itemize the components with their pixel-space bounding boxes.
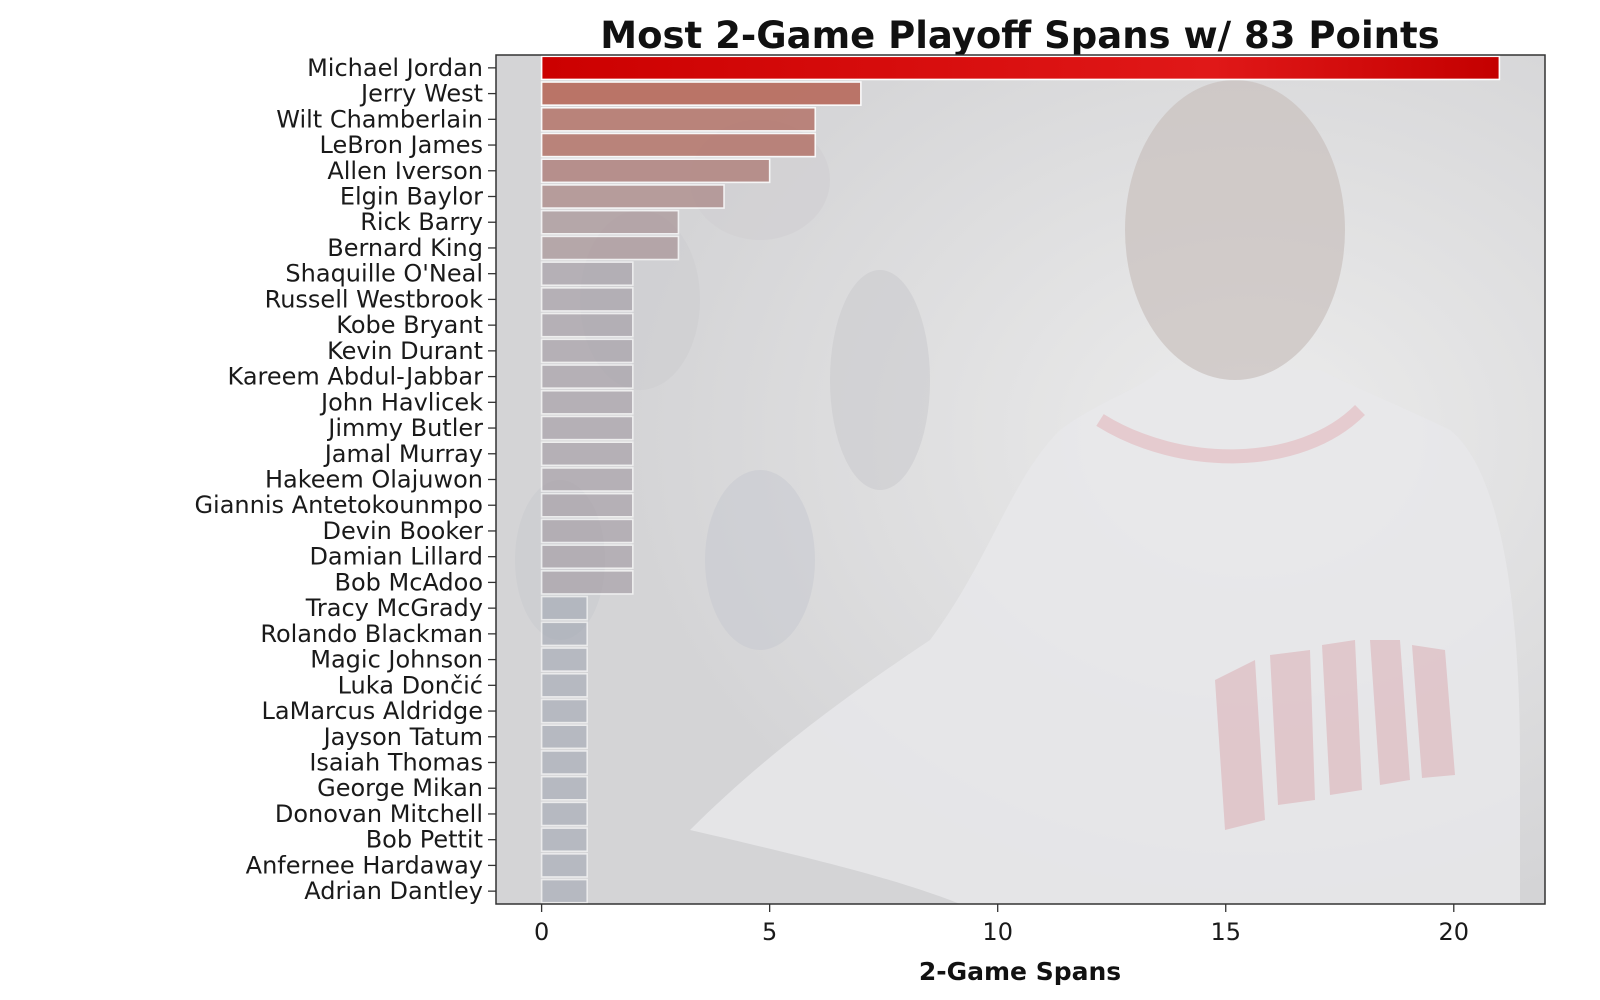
y-tick-label: Damian Lillard — [309, 543, 483, 571]
y-tick-label: Michael Jordan — [307, 54, 483, 82]
bar — [540, 312, 634, 338]
bar — [540, 467, 634, 492]
y-tick-label: Kobe Bryant — [336, 311, 483, 339]
x-tick-label: 0 — [534, 918, 549, 946]
bar — [540, 647, 589, 672]
y-tick-label: Rick Barry — [360, 208, 483, 236]
y-tick-label: Allen Iverson — [327, 157, 483, 185]
bar — [540, 415, 634, 441]
x-axis: 0 5 10 15 20 — [534, 904, 1469, 946]
bar — [540, 775, 589, 801]
y-tick-label: Jamal Murray — [323, 440, 483, 468]
bar — [540, 389, 634, 415]
bar — [540, 55, 1501, 81]
bar — [540, 441, 634, 467]
bar — [540, 544, 634, 570]
y-tick-label: Magic Johnson — [310, 646, 483, 674]
y-tick-label: George Mikan — [317, 774, 483, 802]
y-tick-label: Isaiah Thomas — [309, 749, 483, 777]
bar — [540, 158, 771, 184]
bar — [540, 184, 725, 209]
x-tick-label: 10 — [982, 918, 1013, 946]
panel-border — [495, 54, 1546, 905]
bar — [540, 827, 589, 853]
y-tick-label: Kareem Abdul-Jabbar — [228, 363, 484, 391]
x-axis-title: 2-Game Spans — [919, 957, 1121, 986]
y-tick-label: Hakeem Olajuwon — [265, 466, 483, 494]
y-tick-label: Jimmy Butler — [326, 414, 483, 442]
bar — [540, 261, 634, 287]
bar — [540, 492, 634, 518]
y-tick-label: Donovan Mitchell — [275, 800, 483, 828]
chart-title: Most 2-Game Playoff Spans w/ 83 Points — [600, 14, 1439, 57]
y-tick-label: Elgin Baylor — [340, 183, 483, 211]
x-tick-label: 20 — [1439, 918, 1470, 946]
y-tick-label: Giannis Antetokounmpo — [194, 491, 483, 519]
bar — [540, 132, 817, 158]
y-tick-label: Tracy McGrady — [305, 594, 483, 622]
y-tick-label: Wilt Chamberlain — [276, 105, 483, 133]
y-tick-label: Rolando Blackman — [260, 620, 483, 648]
y-tick-label: Russell Westbrook — [265, 285, 483, 313]
bar — [540, 878, 589, 904]
bar — [540, 724, 589, 750]
x-tick-label: 15 — [1210, 918, 1241, 946]
y-tick-label: Bernard King — [327, 234, 483, 262]
x-tick-label: 5 — [762, 918, 777, 946]
bar — [540, 698, 589, 724]
bar — [540, 750, 589, 775]
y-tick-label: Kevin Durant — [327, 337, 483, 365]
y-tick-label: Jayson Tatum — [322, 723, 483, 751]
bar — [540, 209, 680, 235]
y-tick-label: Bob Pettit — [366, 826, 483, 854]
y-tick-label: Shaquille O'Neal — [285, 260, 483, 288]
bar — [540, 621, 589, 647]
bar — [540, 595, 589, 621]
bar — [540, 287, 634, 312]
y-tick-label: Luka Dončić — [338, 671, 483, 699]
y-tick-label: Anfernee Hardaway — [246, 851, 483, 879]
bars — [540, 55, 1501, 904]
bar — [540, 518, 634, 544]
y-tick-label: LeBron James — [320, 131, 483, 159]
bar — [540, 853, 589, 878]
bar — [540, 801, 589, 827]
bar — [540, 672, 589, 698]
bar — [540, 235, 680, 261]
bar — [540, 81, 862, 106]
bar — [540, 364, 634, 389]
y-tick-label: Adrian Dantley — [304, 877, 483, 905]
y-tick-label: LaMarcus Aldridge — [262, 697, 483, 725]
bar — [540, 338, 634, 364]
bar — [540, 106, 817, 132]
y-tick-label: Jerry West — [359, 80, 483, 108]
y-tick-label: Bob McAdoo — [334, 568, 483, 596]
bar — [540, 570, 634, 595]
y-tick-label: Devin Booker — [323, 517, 484, 545]
y-tick-label: John Havlicek — [319, 388, 483, 416]
